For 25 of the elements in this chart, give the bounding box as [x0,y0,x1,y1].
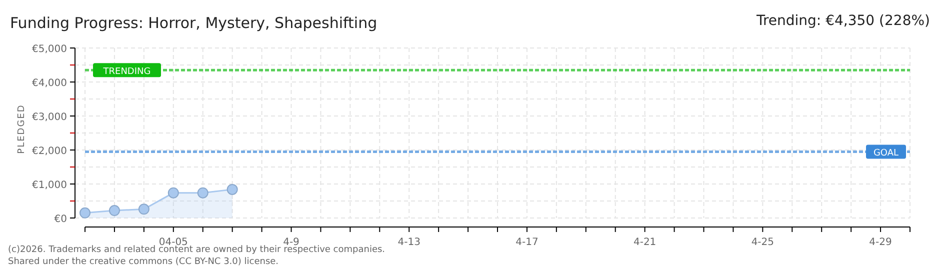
y-tick-label: €4,000 [32,78,67,89]
x-tick-label: 4-25 [751,237,774,248]
y-tick-label: €2,000 [32,146,67,157]
y-tick-label: €0 [54,214,67,225]
x-tick-label: 4-9 [283,237,300,248]
ref-line-label: GOAL [873,148,899,159]
x-tick-label: 4-17 [516,237,538,248]
point [80,207,90,218]
y-tick-label: €3,000 [32,112,67,123]
ref-line-label: TRENDING [102,67,151,78]
y-tick-label: €5,000 [32,44,67,55]
x-tick-label: 4-13 [398,237,420,248]
point [226,184,238,195]
point [138,204,150,215]
text: Shared under the creative commons (CC BY-NC 3.0) license. [8,257,279,267]
point [197,187,208,198]
chart-title: Funding Progress: Horror, Mystery, Shapeshifting [10,14,378,32]
point [108,205,120,216]
text: (c)2026. Trademarks and related content are owned by their respective companies. [8,245,386,255]
x-tick-label: 4-21 [633,237,656,248]
y-axis-title: PLEDGED [17,104,27,154]
chart-subtitle: Trending: €4,350 (228%) [755,13,930,29]
x-tick-label: 4-29 [869,237,892,248]
y-tick-label: €1,000 [32,180,67,191]
point [168,187,179,198]
